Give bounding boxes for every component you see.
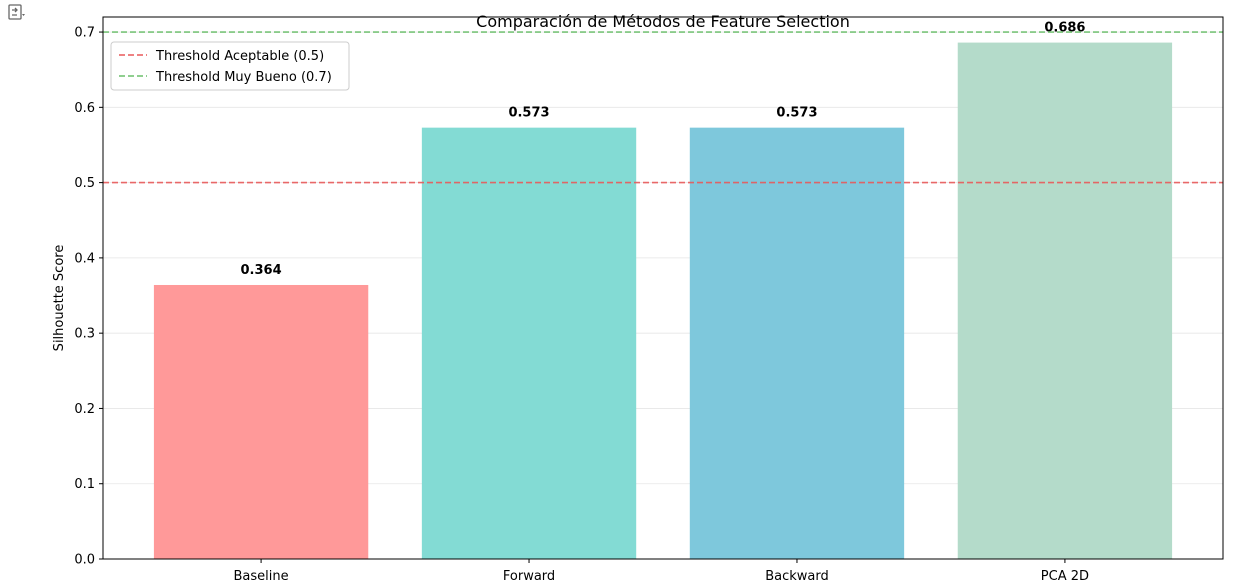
y-tick-label: 0.1 xyxy=(74,477,95,492)
bar-value-label: 0.573 xyxy=(508,106,549,121)
y-tick-label: 0.2 xyxy=(74,402,95,417)
bar-value-label: 0.364 xyxy=(241,263,282,278)
bar-value-label: 0.686 xyxy=(1044,21,1085,36)
x-tick-label: Forward xyxy=(503,569,555,584)
bars: 0.364 0.573 0.573 0.686 xyxy=(153,21,1173,560)
plot-frame xyxy=(102,16,1224,560)
x-axis-ticks: Baseline Forward Backward PCA 2D xyxy=(234,559,1089,584)
bar-forward xyxy=(421,127,637,560)
x-tick-label: PCA 2D xyxy=(1041,569,1089,584)
y-axis-label: Silhouette Score xyxy=(52,245,67,352)
bar-backward xyxy=(689,127,905,560)
bar-value-label: 0.573 xyxy=(776,106,817,121)
y-tick-label: 0.0 xyxy=(74,553,95,568)
bar-baseline xyxy=(153,284,369,559)
legend-label-threshold-muy-bueno: Threshold Muy Bueno (0.7) xyxy=(155,70,332,85)
output-expand-icon[interactable] xyxy=(6,2,30,24)
y-tick-label: 0.4 xyxy=(74,251,95,266)
y-tick-label: 0.5 xyxy=(74,176,95,191)
y-axis-ticks: 0.0 0.1 0.2 0.3 0.4 0.5 0.6 0.7 xyxy=(74,26,103,568)
legend-label-threshold-aceptable: Threshold Aceptable (0.5) xyxy=(155,49,324,64)
bar-pca-2d xyxy=(957,42,1173,560)
y-tick-label: 0.7 xyxy=(74,26,95,41)
reference-lines xyxy=(103,31,1223,184)
y-tick-label: 0.3 xyxy=(74,327,95,342)
x-tick-label: Backward xyxy=(765,569,829,584)
legend: Threshold Aceptable (0.5) Threshold Muy … xyxy=(110,41,350,91)
legend-box xyxy=(110,41,350,91)
chart-title: Comparación de Métodos de Feature Select… xyxy=(476,12,850,31)
x-tick-label: Baseline xyxy=(234,569,289,584)
y-tick-label: 0.6 xyxy=(74,101,95,116)
